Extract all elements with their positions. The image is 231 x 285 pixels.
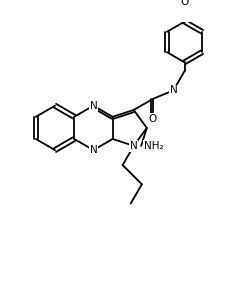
Text: O: O	[180, 0, 188, 7]
Text: O: O	[148, 114, 156, 124]
Text: N: N	[89, 145, 97, 155]
Text: N: N	[169, 86, 176, 95]
Text: N: N	[89, 101, 97, 111]
Text: NH₂: NH₂	[143, 141, 163, 151]
Text: N: N	[129, 141, 137, 151]
